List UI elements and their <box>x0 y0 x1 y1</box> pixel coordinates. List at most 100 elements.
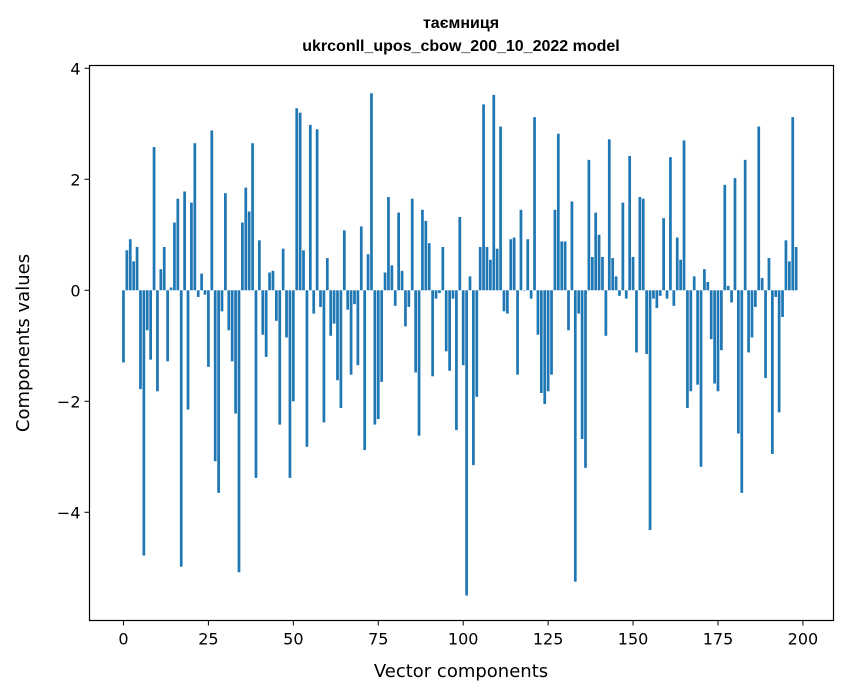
bar <box>516 290 519 375</box>
bar <box>787 261 791 291</box>
bar <box>224 193 227 291</box>
bar <box>737 290 740 434</box>
bar <box>461 290 465 366</box>
bar <box>400 270 404 291</box>
bar <box>720 290 723 351</box>
bar <box>546 290 550 392</box>
bar <box>485 246 489 291</box>
bar <box>760 278 764 291</box>
bar <box>305 290 309 447</box>
bar <box>774 290 778 297</box>
bar <box>526 239 530 291</box>
bar <box>339 290 343 408</box>
bar <box>628 155 632 291</box>
bar <box>193 143 197 291</box>
bar <box>125 250 129 291</box>
bar <box>624 290 628 299</box>
bar <box>359 226 363 291</box>
y-axis-ticks: 4 2 0 −2 −4 <box>57 59 90 522</box>
bar <box>502 290 506 312</box>
bar <box>145 290 149 331</box>
bar <box>556 133 560 291</box>
bar <box>281 248 285 291</box>
bar <box>601 256 604 291</box>
bar <box>794 246 798 291</box>
bar <box>441 246 445 291</box>
bar <box>716 290 720 392</box>
bar <box>254 290 258 478</box>
bar <box>723 184 727 291</box>
bar <box>258 240 261 291</box>
y-axis-label: Components values <box>13 254 34 432</box>
bar <box>329 290 333 336</box>
x-tick-label: 50 <box>283 630 303 649</box>
bar <box>733 178 737 291</box>
bar <box>740 290 744 493</box>
bar <box>142 290 146 556</box>
bar <box>597 234 601 291</box>
bar <box>492 94 496 291</box>
bar <box>434 290 438 299</box>
bar <box>186 290 190 410</box>
bar <box>298 112 302 291</box>
bar <box>183 191 186 291</box>
bar <box>404 290 407 327</box>
bar <box>417 290 421 436</box>
bar <box>696 290 699 385</box>
bar <box>315 129 319 291</box>
bar <box>390 265 394 291</box>
x-tick-label: 0 <box>118 630 128 649</box>
bar <box>611 258 615 291</box>
bar <box>458 217 462 291</box>
bar <box>706 281 710 291</box>
bar <box>743 159 747 291</box>
bar <box>387 197 390 291</box>
bar <box>475 290 479 397</box>
bar <box>655 290 659 309</box>
bar <box>489 259 492 291</box>
y-tick-label: 0 <box>70 281 80 300</box>
chart-title-line1: таємниця <box>423 15 499 32</box>
bar <box>754 290 757 307</box>
bar <box>472 290 475 466</box>
bar <box>356 290 360 366</box>
bar <box>373 290 377 425</box>
bar <box>648 290 652 531</box>
bar <box>179 290 183 567</box>
bar <box>539 290 543 393</box>
bar <box>346 290 350 310</box>
bar <box>444 290 448 352</box>
bar <box>747 290 750 353</box>
bar <box>560 241 564 291</box>
bar <box>641 198 645 291</box>
bar <box>577 290 581 314</box>
bar <box>312 290 316 314</box>
bar <box>730 290 733 303</box>
bar <box>604 290 608 336</box>
bar <box>268 272 271 291</box>
bar <box>703 269 706 291</box>
bar <box>271 270 275 291</box>
bar <box>210 130 214 291</box>
bar <box>200 273 203 291</box>
bar <box>757 126 761 291</box>
bar <box>614 276 618 291</box>
bar <box>587 159 591 291</box>
bar <box>584 290 587 468</box>
bar <box>322 290 326 423</box>
bar <box>519 209 523 291</box>
x-tick-label: 200 <box>788 630 819 649</box>
bar <box>713 290 716 384</box>
bars-group <box>122 93 798 596</box>
x-tick-label: 125 <box>533 630 564 649</box>
bar <box>781 290 784 317</box>
bar <box>203 290 207 295</box>
bar <box>169 287 173 291</box>
bar <box>332 290 336 324</box>
bar <box>349 290 353 375</box>
bar <box>536 290 540 335</box>
bar <box>128 239 132 291</box>
bar <box>553 209 557 291</box>
bar <box>543 290 547 405</box>
